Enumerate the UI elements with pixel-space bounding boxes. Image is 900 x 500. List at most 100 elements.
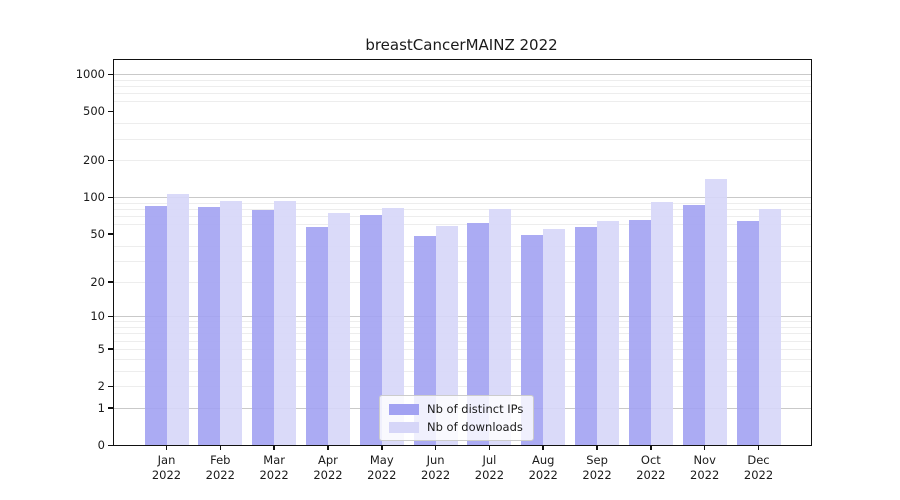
minor-gridline xyxy=(114,340,811,342)
x-tick-mark xyxy=(703,445,706,450)
major-gridline xyxy=(114,316,811,318)
minor-gridline xyxy=(114,370,811,372)
bar-distinct-ips xyxy=(467,223,490,445)
bar-distinct-ips xyxy=(682,204,705,445)
x-tick-label: Jan 2022 xyxy=(151,453,182,482)
minor-gridline xyxy=(114,216,811,218)
minor-gridline xyxy=(114,79,811,81)
minor-gridline xyxy=(114,202,811,204)
y-tick-mark xyxy=(108,196,113,199)
bar-distinct-ips xyxy=(413,236,436,445)
bar-downloads xyxy=(758,209,781,445)
minor-gridline xyxy=(114,209,811,211)
bar-distinct-ips xyxy=(305,226,328,445)
minor-gridline xyxy=(114,333,811,335)
bar-distinct-ips xyxy=(198,207,221,445)
y-tick-mark xyxy=(108,159,113,162)
x-tick-label: Sep 2022 xyxy=(582,453,612,482)
y-tick-mark xyxy=(108,444,113,446)
y-tick-mark xyxy=(108,315,113,318)
minor-gridline xyxy=(114,101,811,103)
major-gridline xyxy=(114,74,811,76)
bar-downloads xyxy=(166,193,189,445)
major-gridline xyxy=(114,197,811,199)
x-tick-mark xyxy=(434,445,437,450)
x-tick-label: Oct 2022 xyxy=(636,453,666,482)
x-tick-label: May 2022 xyxy=(367,453,397,482)
bar-downloads xyxy=(435,226,458,445)
bar-downloads xyxy=(543,228,566,445)
minor-gridline xyxy=(114,348,811,350)
minor-gridline xyxy=(114,224,811,226)
x-tick-mark xyxy=(327,445,329,450)
x-tick-mark xyxy=(650,445,652,450)
y-tick-mark xyxy=(108,348,113,350)
minor-gridline xyxy=(114,358,811,360)
y-tick-label: 500 xyxy=(83,104,105,119)
bar-distinct-ips xyxy=(252,209,275,445)
legend-swatch-distinct-ips xyxy=(389,403,419,415)
minor-gridline xyxy=(114,123,811,125)
legend: Nb of distinct IPs Nb of downloads xyxy=(379,395,535,441)
y-tick-mark xyxy=(108,110,113,113)
x-tick-label: Feb 2022 xyxy=(205,453,235,482)
bar-distinct-ips xyxy=(736,220,759,445)
bar-downloads xyxy=(220,201,243,445)
x-tick-mark xyxy=(542,445,544,450)
x-tick-label: Jul 2022 xyxy=(474,453,505,482)
legend-label-downloads: Nb of downloads xyxy=(427,420,523,434)
minor-gridline xyxy=(114,86,811,88)
bar-downloads xyxy=(327,213,350,445)
y-tick-label: 2 xyxy=(97,379,105,394)
minor-gridline xyxy=(114,138,811,140)
bar-distinct-ips xyxy=(628,220,651,445)
x-tick-label: Dec 2022 xyxy=(743,453,774,482)
x-tick-label: Aug 2022 xyxy=(528,453,558,482)
minor-gridline xyxy=(114,281,811,283)
minor-gridline xyxy=(114,327,811,329)
y-tick-mark xyxy=(108,281,113,283)
y-tick-label: 20 xyxy=(90,274,105,289)
y-tick-mark xyxy=(108,233,113,235)
x-tick-mark xyxy=(596,445,598,450)
x-tick-mark xyxy=(488,445,491,450)
y-tick-label: 50 xyxy=(90,226,105,241)
bar-downloads xyxy=(597,220,620,445)
bar-downloads xyxy=(381,208,404,445)
x-tick-mark xyxy=(381,445,383,450)
x-tick-mark xyxy=(273,445,275,450)
y-tick-mark xyxy=(108,385,113,388)
y-tick-label: 1 xyxy=(97,400,105,415)
y-tick-mark xyxy=(108,73,113,76)
minor-gridline xyxy=(114,245,811,247)
x-tick-mark xyxy=(165,445,168,450)
x-tick-mark xyxy=(219,445,222,450)
y-tick-label: 10 xyxy=(90,309,105,324)
bar-distinct-ips xyxy=(359,214,382,445)
minor-gridline xyxy=(114,260,811,262)
y-tick-mark xyxy=(108,407,113,409)
x-tick-label: Mar 2022 xyxy=(259,453,289,482)
minor-gridline xyxy=(114,160,811,162)
x-tick-label: Apr 2022 xyxy=(313,453,343,482)
y-tick-label: 5 xyxy=(97,341,105,356)
minor-gridline xyxy=(114,321,811,323)
y-tick-label: 1000 xyxy=(75,67,105,82)
x-tick-label: Nov 2022 xyxy=(690,453,720,482)
y-tick-label: 100 xyxy=(83,190,105,205)
y-tick-label: 200 xyxy=(83,153,105,168)
bar-downloads xyxy=(274,200,297,445)
bar-distinct-ips xyxy=(575,226,598,445)
legend-item-downloads: Nb of downloads xyxy=(389,420,523,434)
bar-downloads xyxy=(489,209,512,445)
y-tick-label: 0 xyxy=(97,438,105,452)
x-tick-mark xyxy=(757,445,760,450)
bar-downloads xyxy=(704,179,727,445)
plot-area: Nb of distinct IPs Nb of downloads 0 1 2 5 1… xyxy=(76,59,812,482)
x-tick-label: Jun 2022 xyxy=(420,453,451,482)
chart-title: breastCancerMAINZ 2022 xyxy=(365,36,558,54)
bar-distinct-ips xyxy=(144,206,167,445)
bar-distinct-ips xyxy=(521,234,544,445)
bar-downloads xyxy=(650,202,673,445)
